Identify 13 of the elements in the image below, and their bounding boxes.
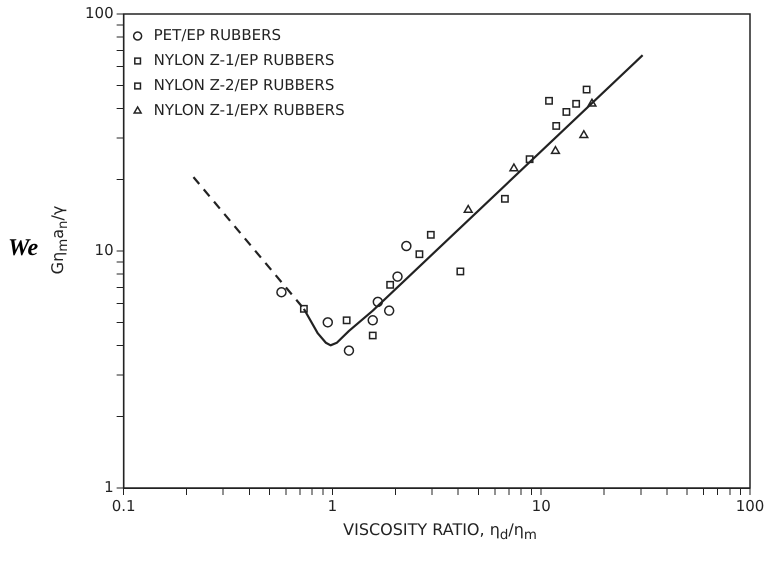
x-tick-label: 0.1: [112, 496, 136, 515]
y-tick-label: 10: [94, 240, 114, 259]
x-tick-label: 10: [532, 496, 551, 515]
legend-label: NYLON Z-2/EP RUBBERS: [154, 76, 334, 94]
text: We: [8, 235, 38, 262]
y-tick-label: 1: [104, 478, 114, 496]
x-tick-label: 100: [736, 496, 764, 515]
legend-label: NYLON Z-1/EPX RUBBERS: [154, 100, 345, 119]
y-tick-label: 100: [84, 4, 114, 22]
legend-label: PET/EP RUBBERS: [154, 26, 282, 44]
legend-label: NYLON Z-1/EP RUBBERS: [154, 50, 334, 69]
x-tick-label: 1: [328, 496, 338, 515]
x-axis-title: VISCOSITY RATIO, η$_{d}$/η$_{m}$: [342, 520, 538, 544]
